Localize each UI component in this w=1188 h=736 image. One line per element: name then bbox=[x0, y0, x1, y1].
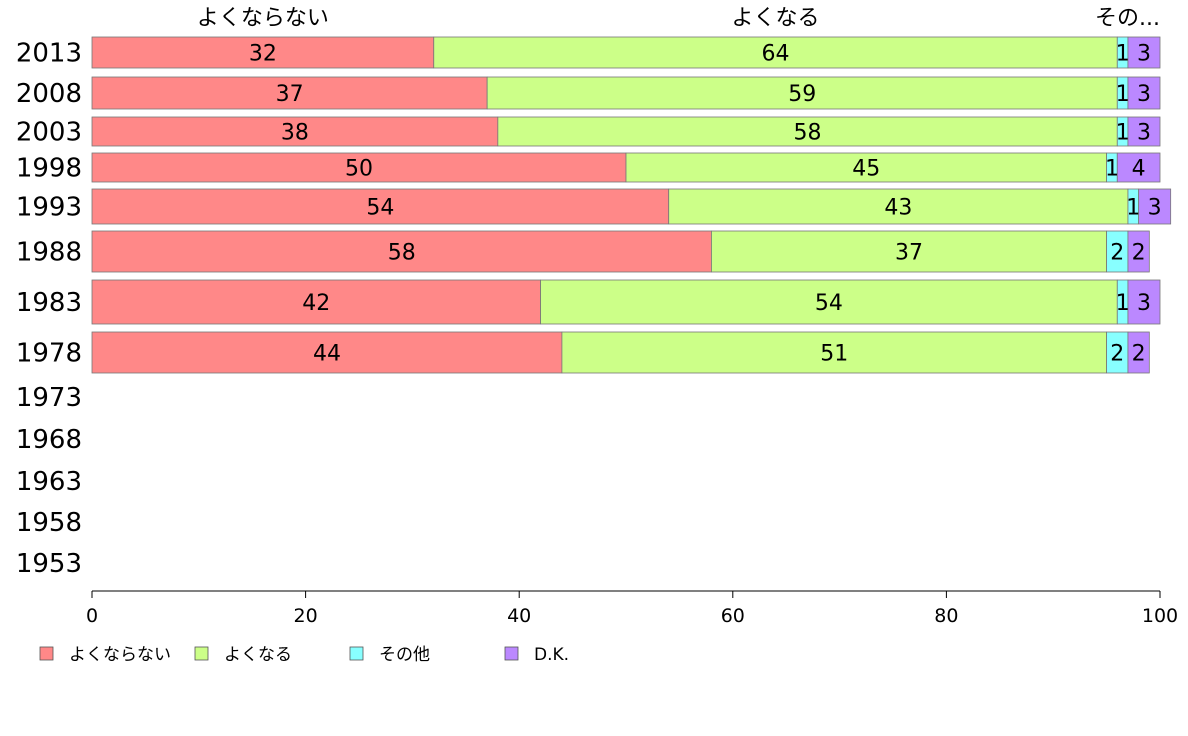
bar-value-label: 32 bbox=[249, 42, 277, 67]
bar-segment bbox=[91, 116, 499, 147]
bar-value-label: 1 bbox=[1116, 42, 1130, 67]
x-tick-label: 0 bbox=[86, 605, 98, 627]
bar-segment bbox=[1127, 279, 1161, 325]
bar-value-label: 1 bbox=[1116, 82, 1130, 107]
x-tick-label: 60 bbox=[721, 605, 745, 627]
bar-value-label: 3 bbox=[1137, 82, 1151, 107]
bar-value-label: 2 bbox=[1132, 241, 1146, 266]
year-label: 2013 bbox=[16, 39, 82, 69]
bar-value-label: 45 bbox=[852, 157, 880, 182]
bar-segment bbox=[1116, 152, 1161, 183]
bar-segment bbox=[1127, 331, 1150, 374]
legend: よくならない よくなる その他 D.K. bbox=[39, 645, 569, 665]
year-label: 1993 bbox=[16, 193, 82, 223]
bar-segment bbox=[91, 279, 541, 325]
bars: 32 64 1 337 59 1 338 58 1 350 45 1 454 43 1 358 37 2 242 54… bbox=[91, 36, 1172, 374]
year-label: 1968 bbox=[16, 425, 82, 455]
year-label: 1953 bbox=[16, 549, 82, 579]
bar-value-label: 58 bbox=[794, 121, 822, 146]
bar-value-label: 54 bbox=[366, 196, 394, 221]
bar-value-label: 1 bbox=[1105, 157, 1119, 182]
legend-swatch bbox=[349, 646, 364, 661]
bar-segment bbox=[91, 331, 563, 374]
bar-segment bbox=[1127, 76, 1161, 110]
bar-value-label: 1 bbox=[1116, 291, 1130, 316]
bar-value-label: 51 bbox=[820, 342, 848, 367]
x-tick-label: 20 bbox=[294, 605, 318, 627]
legend-label: よくならない bbox=[69, 645, 171, 665]
bar-segment bbox=[1127, 230, 1150, 273]
legend-label: その他 bbox=[379, 645, 430, 665]
bar-value-label: 3 bbox=[1137, 121, 1151, 146]
legend-swatch bbox=[194, 646, 209, 661]
bar-segment bbox=[1138, 188, 1172, 225]
x-axis: 0 20 40 60 80 100 bbox=[86, 590, 1178, 627]
bar-segment bbox=[433, 36, 1118, 69]
bar-value-label: 64 bbox=[762, 42, 790, 67]
bar-value-label: 43 bbox=[884, 196, 912, 221]
x-tick-label: 40 bbox=[507, 605, 531, 627]
legend-swatch bbox=[39, 646, 54, 661]
bar-value-label: 2 bbox=[1110, 342, 1124, 367]
bar-segment bbox=[497, 116, 1118, 147]
legend-swatch bbox=[504, 646, 519, 661]
bar-value-label: 37 bbox=[895, 241, 923, 266]
year-label: 1963 bbox=[16, 467, 82, 497]
bar-value-label: 37 bbox=[276, 82, 304, 107]
legend-label: よくなる bbox=[224, 645, 292, 665]
bar-value-label: 59 bbox=[788, 82, 816, 107]
year-label: 1988 bbox=[16, 238, 82, 268]
top-series-label: よくならない bbox=[197, 6, 329, 31]
year-label: 2008 bbox=[16, 79, 82, 109]
bar-value-label: 4 bbox=[1132, 157, 1146, 182]
x-tick-label: 100 bbox=[1142, 605, 1178, 627]
bar-value-label: 2 bbox=[1132, 342, 1146, 367]
bar-segment bbox=[711, 230, 1108, 273]
top-series-label: その... bbox=[1095, 6, 1160, 31]
year-label: 1978 bbox=[16, 339, 82, 369]
bar-value-label: 1 bbox=[1126, 196, 1140, 221]
bar-value-label: 44 bbox=[313, 342, 341, 367]
legend-label: D.K. bbox=[534, 645, 569, 665]
x-tick-label: 80 bbox=[934, 605, 958, 627]
bar-value-label: 1 bbox=[1116, 121, 1130, 146]
bar-value-label: 54 bbox=[815, 291, 843, 316]
bar-value-label: 3 bbox=[1148, 196, 1162, 221]
bar-segment bbox=[91, 36, 435, 69]
top-series-labels: よくならない よくなる その... bbox=[197, 6, 1160, 31]
bar-segment bbox=[561, 331, 1107, 374]
year-label: 1998 bbox=[16, 154, 82, 184]
bar-segment bbox=[668, 188, 1129, 225]
bar-value-label: 3 bbox=[1137, 291, 1151, 316]
bar-value-label: 2 bbox=[1110, 241, 1124, 266]
bar-segment bbox=[91, 188, 670, 225]
top-series-label: よくなる bbox=[732, 6, 820, 31]
year-axis-labels: 2013 2008 2003 1998 1993 1988 1983 1978 1973 1968… bbox=[16, 39, 82, 580]
bar-segment bbox=[540, 279, 1118, 325]
bar-value-label: 58 bbox=[388, 241, 416, 266]
year-label: 1983 bbox=[16, 288, 82, 318]
bar-segment bbox=[1127, 36, 1161, 69]
bar-value-label: 50 bbox=[345, 157, 373, 182]
bar-value-label: 3 bbox=[1137, 42, 1151, 67]
bar-segment bbox=[625, 152, 1108, 183]
bar-value-label: 38 bbox=[281, 121, 309, 146]
year-label: 1958 bbox=[16, 508, 82, 538]
bar-segment bbox=[486, 76, 1118, 110]
bar-segment bbox=[1127, 116, 1161, 147]
year-label: 1973 bbox=[16, 383, 82, 413]
year-label: 2003 bbox=[16, 118, 82, 148]
bar-value-label: 42 bbox=[302, 291, 330, 316]
